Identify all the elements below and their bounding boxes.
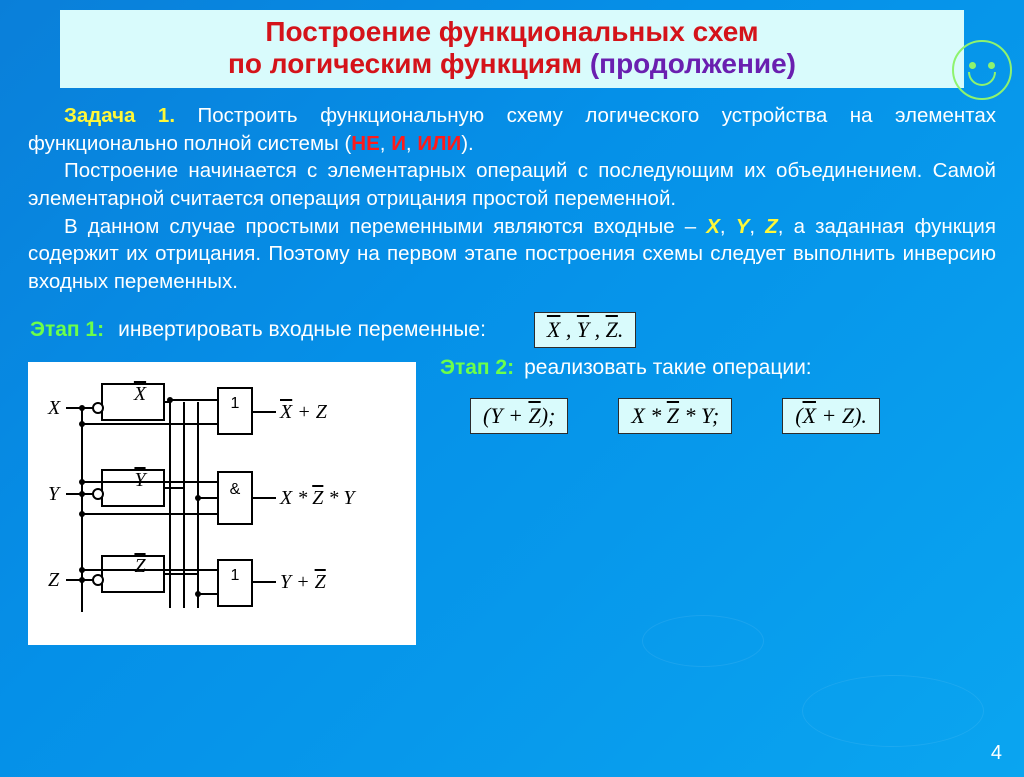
stage2-label: Этап 2: <box>440 356 514 380</box>
inverter-y: Y <box>93 469 164 506</box>
inverter-x: X <box>93 383 164 420</box>
page-number: 4 <box>991 742 1002 765</box>
title-line2b: (продолжение) <box>590 48 796 79</box>
svg-text:Y + Z: Y + Z <box>280 571 327 593</box>
body-text: Задача 1. Построить функциональную схему… <box>0 88 1024 296</box>
svg-text:Y: Y <box>134 469 147 491</box>
stage2-text: реализовать такие операции: <box>524 356 812 380</box>
task-label: Задача 1. <box>64 104 175 127</box>
svg-text:1: 1 <box>231 395 240 412</box>
stage1-label: Этап 1: <box>30 318 104 342</box>
input-z-label: Z <box>48 569 60 591</box>
stage1-formula: X , Y , Z. <box>534 312 636 348</box>
stage2-formulas: (Y + Z); X * Z * Y; (X + Z). <box>470 398 996 434</box>
circuit-svg: X Y Z X Y Z <box>42 372 402 622</box>
svg-text:X: X <box>133 383 147 405</box>
formula-1: (Y + Z); <box>470 398 568 434</box>
formula-3: (X + Z). <box>782 398 880 434</box>
smiley-icon <box>952 40 1012 100</box>
title-line1: Построение функциональных схем <box>70 16 954 48</box>
title-line2a: по логическим функциям <box>228 48 590 79</box>
svg-text:&: & <box>230 481 241 498</box>
input-y-label: Y <box>48 483 61 505</box>
paragraph-2: Построение начинается с элементарных опе… <box>28 157 996 212</box>
input-x-label: X <box>47 397 61 419</box>
svg-text:X * Z * Y: X * Z * Y <box>279 487 356 509</box>
title-line2: по логическим функциям (продолжение) <box>70 48 954 80</box>
svg-text:Z: Z <box>134 555 146 577</box>
stage1-row: Этап 1: инвертировать входные переменные… <box>30 312 1024 348</box>
paragraph-3: В данном случае простыми переменными явл… <box>28 213 996 296</box>
stage2-column: Этап 2: реализовать такие операции: (Y +… <box>440 356 996 434</box>
formula-2: X * Z * Y; <box>618 398 732 434</box>
paragraph-1: Задача 1. Построить функциональную схему… <box>28 102 996 157</box>
circuit-diagram: X Y Z X Y Z <box>28 362 416 645</box>
title-band: Построение функциональных схем по логиче… <box>60 10 964 88</box>
svg-text:1: 1 <box>231 567 240 584</box>
svg-text:X + Z: X + Z <box>279 401 328 423</box>
inverter-z: Z <box>93 555 164 592</box>
stage1-text: инвертировать входные переменные: <box>118 318 486 342</box>
